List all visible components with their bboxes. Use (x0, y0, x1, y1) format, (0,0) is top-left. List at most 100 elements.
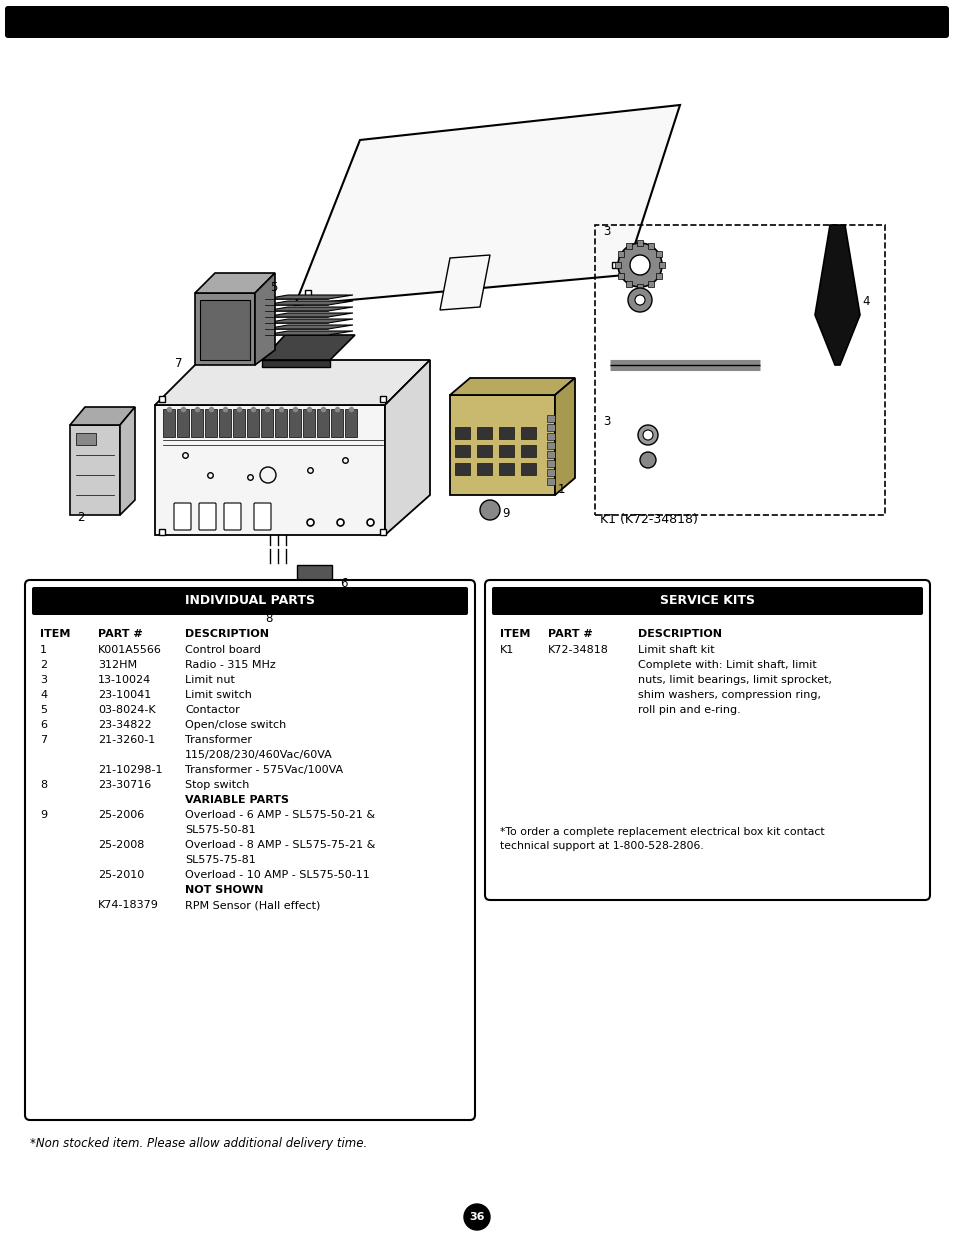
Polygon shape (439, 254, 490, 310)
Bar (476, 445, 492, 457)
Text: technical support at 1-800-528-2806.: technical support at 1-800-528-2806. (499, 841, 703, 851)
Polygon shape (262, 359, 330, 367)
Bar (455, 445, 470, 457)
Text: DESCRIPTION: DESCRIPTION (185, 629, 269, 638)
Polygon shape (385, 359, 430, 535)
Polygon shape (294, 105, 679, 305)
FancyBboxPatch shape (253, 503, 271, 530)
Text: 4: 4 (862, 295, 868, 308)
Text: 25-2010: 25-2010 (98, 869, 144, 881)
Text: *Non stocked item. Please allow additional delivery time.: *Non stocked item. Please allow addition… (30, 1137, 367, 1150)
Bar (303, 409, 314, 437)
Text: K72-34818: K72-34818 (547, 645, 608, 655)
Text: Transformer: Transformer (185, 735, 252, 745)
Text: 21-10298-1: 21-10298-1 (98, 764, 162, 776)
Text: K1 (K72-34818): K1 (K72-34818) (599, 513, 698, 526)
Bar (647, 282, 654, 287)
Text: 5: 5 (270, 282, 277, 294)
Polygon shape (450, 378, 575, 395)
FancyBboxPatch shape (173, 503, 191, 530)
Bar (656, 251, 661, 257)
Bar (546, 459, 555, 467)
Bar (546, 469, 555, 475)
Text: Transformer - 575Vac/100VA: Transformer - 575Vac/100VA (185, 764, 343, 776)
Circle shape (635, 295, 644, 305)
Text: roll pin and e-ring.: roll pin and e-ring. (638, 705, 740, 715)
Text: 1: 1 (40, 645, 47, 655)
Text: 3: 3 (602, 225, 610, 238)
Circle shape (639, 452, 656, 468)
Text: 25-2006: 25-2006 (98, 810, 144, 820)
Polygon shape (262, 335, 355, 359)
Text: ITEM: ITEM (499, 629, 530, 638)
Polygon shape (154, 405, 385, 535)
Text: 03-8024-K: 03-8024-K (98, 705, 155, 715)
Bar (546, 478, 555, 485)
Bar (520, 463, 536, 475)
Bar (200, 300, 250, 359)
Text: 7: 7 (174, 357, 182, 370)
Text: Limit nut: Limit nut (185, 676, 234, 685)
Bar (191, 409, 203, 437)
Text: PART #: PART # (547, 629, 592, 638)
Text: SL575-75-81: SL575-75-81 (185, 855, 255, 864)
FancyBboxPatch shape (484, 580, 929, 900)
Polygon shape (254, 273, 274, 366)
Text: 115/208/230/460Vac/60VA: 115/208/230/460Vac/60VA (185, 750, 333, 760)
Bar (498, 427, 514, 438)
Polygon shape (814, 225, 859, 366)
Text: 4: 4 (40, 690, 47, 700)
Polygon shape (194, 293, 254, 366)
Bar (455, 463, 470, 475)
Bar (625, 282, 631, 287)
Text: 6: 6 (339, 577, 347, 590)
Text: Stop switch: Stop switch (185, 781, 249, 790)
Bar (615, 262, 620, 268)
Text: Overload - 8 AMP - SL575-75-21 &: Overload - 8 AMP - SL575-75-21 & (185, 840, 375, 850)
Bar (546, 433, 555, 440)
Text: ITEM: ITEM (40, 629, 71, 638)
Bar (289, 409, 301, 437)
Bar (163, 409, 174, 437)
Text: Overload - 6 AMP - SL575-50-21 &: Overload - 6 AMP - SL575-50-21 & (185, 810, 375, 820)
Text: 23-10041: 23-10041 (98, 690, 152, 700)
Circle shape (479, 500, 499, 520)
Bar (219, 409, 231, 437)
Bar (286, 601, 306, 620)
Bar (261, 409, 273, 437)
Bar (546, 415, 555, 422)
Text: 2: 2 (77, 511, 85, 524)
Text: 23-34822: 23-34822 (98, 720, 152, 730)
Bar (476, 427, 492, 438)
Polygon shape (265, 331, 353, 335)
FancyBboxPatch shape (199, 503, 215, 530)
Bar (637, 240, 642, 246)
Bar (659, 262, 664, 268)
Bar (618, 251, 623, 257)
Bar (498, 463, 514, 475)
Text: Open/close switch: Open/close switch (185, 720, 286, 730)
Text: 13-10024: 13-10024 (98, 676, 152, 685)
Text: K1: K1 (499, 645, 514, 655)
FancyBboxPatch shape (5, 6, 948, 38)
Bar (345, 409, 356, 437)
Text: shim washers, compression ring,: shim washers, compression ring, (638, 690, 821, 700)
Text: 3: 3 (602, 415, 610, 429)
Text: 1: 1 (558, 483, 565, 496)
Text: Radio - 315 MHz: Radio - 315 MHz (185, 659, 275, 671)
Text: Control board: Control board (185, 645, 260, 655)
Bar (625, 243, 631, 249)
Bar (247, 409, 258, 437)
Text: VARIABLE PARTS: VARIABLE PARTS (185, 795, 289, 805)
Text: RPM Sensor (Hall effect): RPM Sensor (Hall effect) (185, 900, 320, 910)
Bar (233, 409, 245, 437)
Polygon shape (265, 308, 353, 311)
Bar (647, 243, 654, 249)
Polygon shape (70, 408, 135, 425)
Polygon shape (194, 273, 274, 293)
Polygon shape (70, 425, 120, 515)
Text: nuts, limit bearings, limit sprocket,: nuts, limit bearings, limit sprocket, (638, 676, 831, 685)
Text: NOT SHOWN: NOT SHOWN (185, 885, 263, 895)
Text: 5: 5 (40, 705, 47, 715)
Text: INDIVIDUAL PARTS: INDIVIDUAL PARTS (185, 594, 314, 608)
